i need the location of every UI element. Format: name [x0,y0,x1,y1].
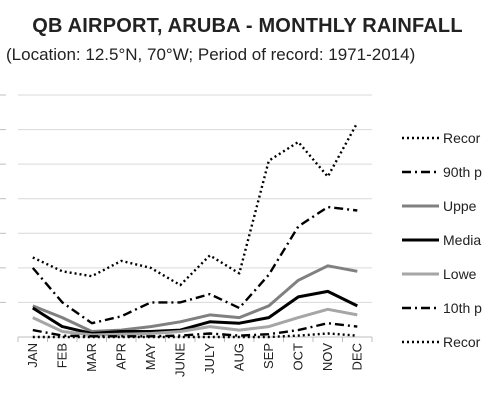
series-line-1 [32,122,359,287]
x-tick-label: MAY [143,343,158,371]
legend-label-1: Recor [443,130,481,146]
series-line-6 [32,322,358,338]
legend-label-3: Uppe [443,198,477,214]
series-line-5 [32,307,358,337]
chart-title: QB AIRPORT, ARUBA - MONTHLY RAINFALL [32,15,463,37]
series-line-7 [32,332,358,339]
x-tick-label: OCT [290,343,305,371]
legend-label-6: 10th p [443,300,482,316]
series-line-3 [32,264,358,333]
legend-label-2: 90th p [443,164,482,180]
x-tick-label: JAN [25,343,40,368]
x-tick-label: NOV [320,343,335,372]
legend-label-5: Lowe [443,266,477,282]
x-tick-label: JUNE [172,343,187,377]
x-tick-label: FEB [54,343,69,368]
x-tick-label: AUG [231,343,246,371]
series-line-4 [31,289,358,335]
legend-label-4: Media [443,232,481,248]
legend-label-7: Recor [443,334,481,350]
x-tick-label: MAR [84,343,99,372]
chart-subtitle: (Location: 12.5°N, 70°W; Period of recor… [6,45,416,64]
series-line-2 [31,205,358,325]
x-tick-label: APR [113,343,128,370]
x-tick-label: SEP [261,343,276,369]
x-tick-label: DEC [349,343,364,370]
x-tick-label: JULY [202,343,217,374]
